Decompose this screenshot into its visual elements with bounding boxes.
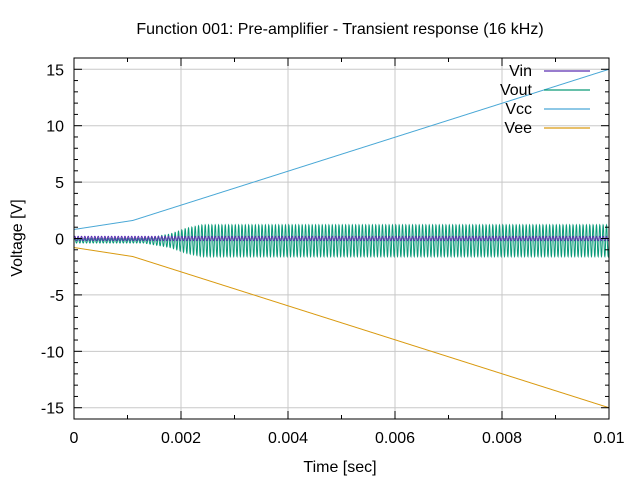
y-tick-label: -15 <box>41 401 64 418</box>
y-tick-label: -10 <box>41 344 64 361</box>
series-vin-line <box>73 235 610 242</box>
series-vee-line <box>73 247 610 409</box>
chart-title: Function 001: Pre-amplifier - Transient … <box>136 21 543 38</box>
series-vout-line <box>73 223 610 259</box>
y-tick-label: 15 <box>46 62 64 79</box>
y-tick-label: 0 <box>55 232 64 249</box>
x-tick-label: 0.008 <box>482 430 522 447</box>
y-tick-label: -5 <box>50 288 64 305</box>
x-axis-label: Time [sec] <box>303 459 376 476</box>
grid-lines <box>74 58 609 419</box>
y-tick-label: 5 <box>55 175 64 192</box>
series-vcc-line <box>73 68 610 230</box>
legend-label-vout: Vout <box>500 82 533 99</box>
x-tick-label: 0.004 <box>268 430 308 447</box>
legend-label-vin: Vin <box>509 63 532 80</box>
legend-label-vcc: Vcc <box>505 101 532 118</box>
y-tick-label: 10 <box>46 119 64 136</box>
x-tick-label: 0.006 <box>375 430 415 447</box>
y-axis-label: Voltage [V] <box>9 199 26 276</box>
legend-label-vee: Vee <box>504 120 532 137</box>
y-tick-labels: -15 -10 -5 0 5 10 15 <box>41 62 64 417</box>
plot-series <box>73 68 610 409</box>
x-tick-labels: 0 0.002 0.004 0.006 0.008 0.01 <box>70 430 625 447</box>
x-tick-label: 0 <box>70 430 79 447</box>
x-tick-label: 0.002 <box>161 430 201 447</box>
legend: Vin Vout Vcc Vee <box>500 63 590 137</box>
x-tick-label: 0.01 <box>593 430 624 447</box>
axis-ticks <box>73 58 610 419</box>
